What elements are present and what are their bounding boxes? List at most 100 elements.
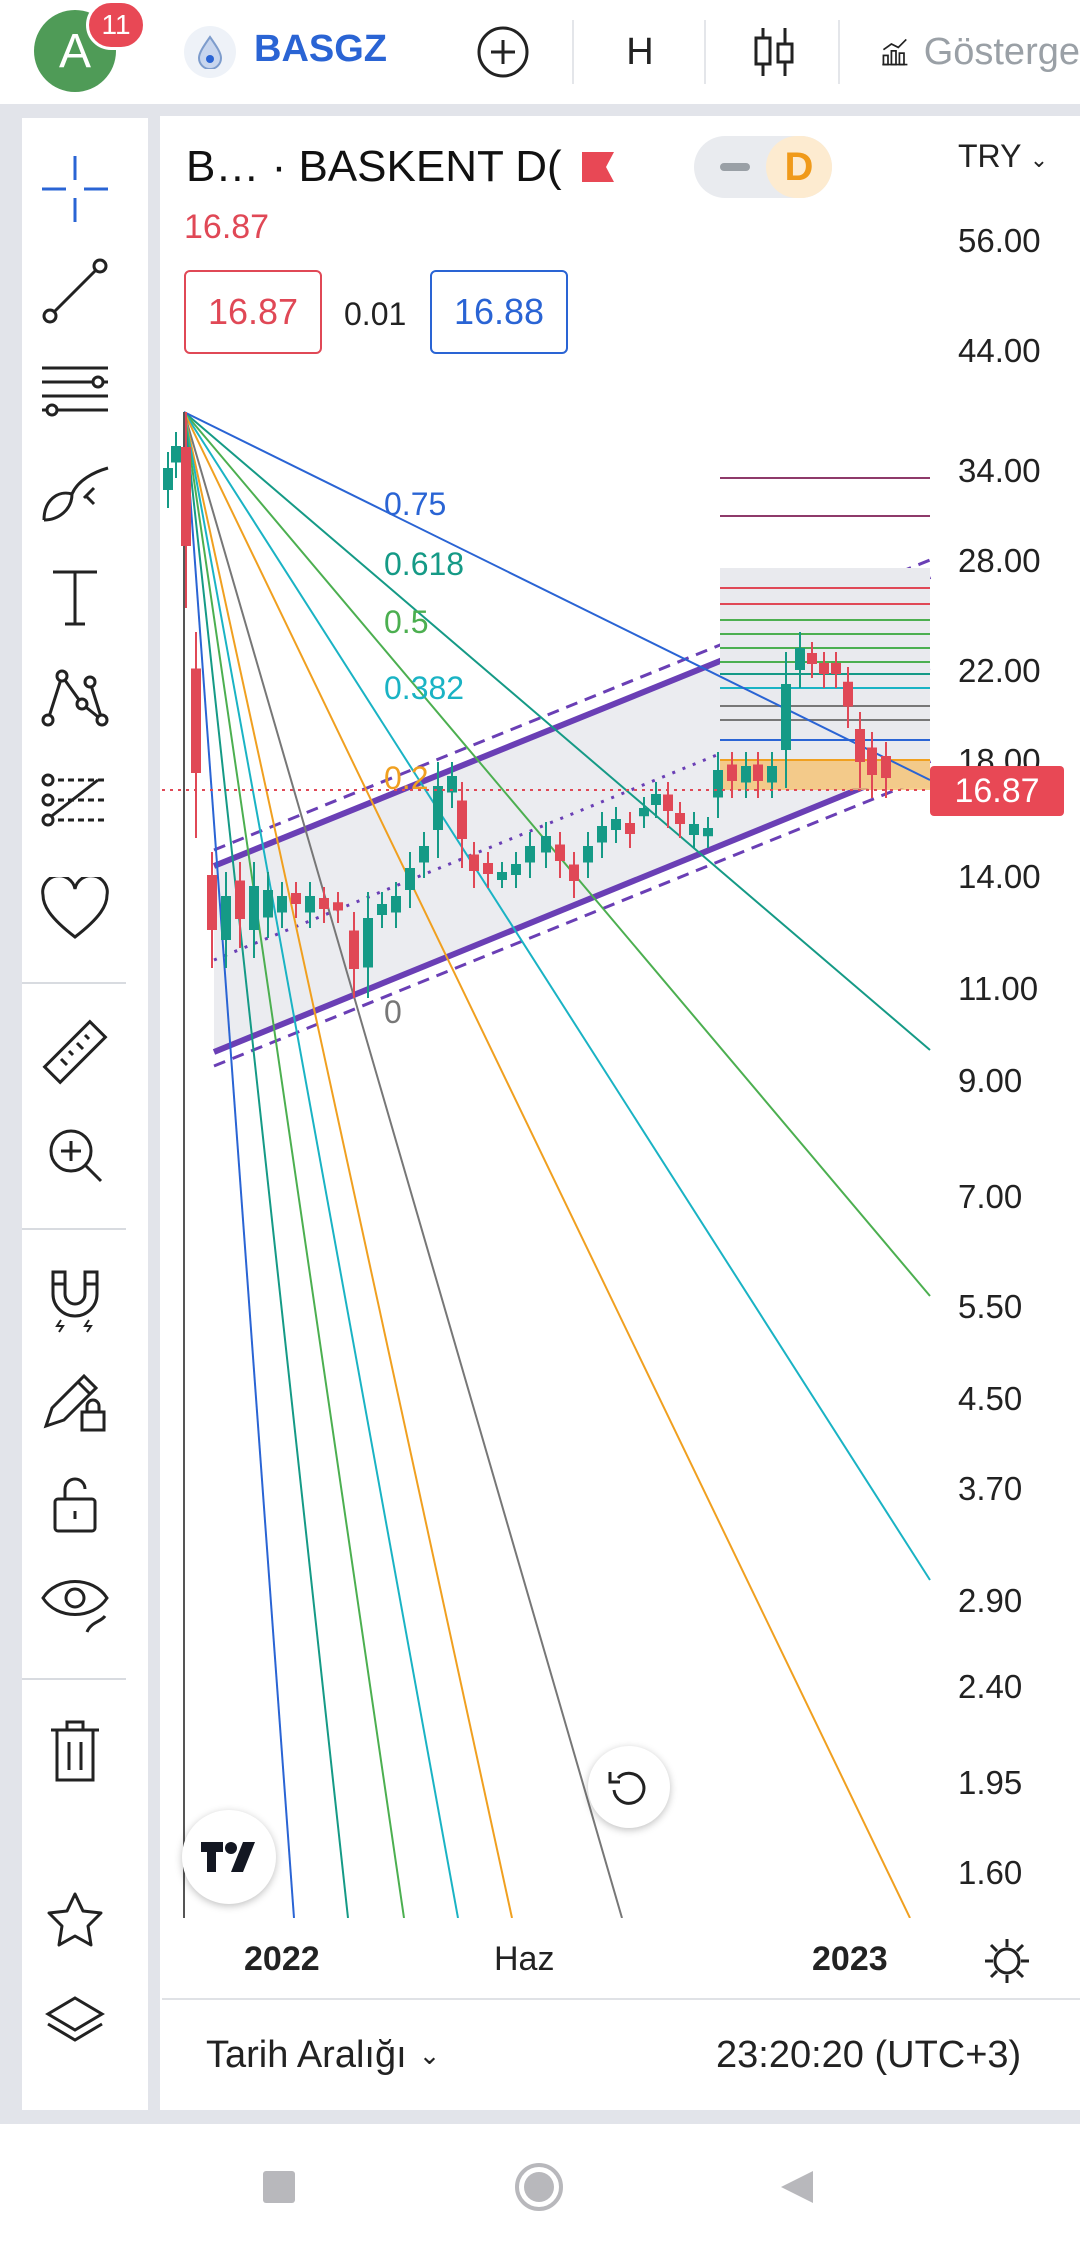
lock-tool[interactable]	[34, 1462, 116, 1544]
fib-tool[interactable]	[34, 352, 116, 434]
reset-chart-button[interactable]	[588, 1746, 670, 1828]
time-tick: 2023	[812, 1940, 888, 1978]
time-tick: Haz	[494, 1940, 555, 1978]
bottom-separator	[162, 1998, 1080, 2000]
crosshair-tool[interactable]	[34, 148, 116, 230]
candle-body	[727, 764, 737, 781]
spread-value: 0.01	[344, 296, 407, 332]
favorites-tool[interactable]	[34, 868, 116, 950]
fan-ray	[183, 411, 911, 1918]
add-symbol-button[interactable]	[470, 18, 536, 86]
pattern-icon	[41, 669, 109, 727]
candle-body	[447, 776, 457, 793]
candle-body	[819, 663, 829, 674]
candle-body	[419, 846, 429, 863]
fan-ray	[183, 411, 513, 1918]
candle-body	[191, 668, 201, 773]
recents-button[interactable]	[254, 2162, 304, 2212]
layers-tool[interactable]	[34, 1982, 116, 2064]
home-circle-icon	[515, 2163, 563, 2211]
indicators-label: Gösterge	[923, 30, 1080, 73]
fib-level-label: 0.2	[384, 760, 429, 796]
divider	[572, 20, 574, 84]
home-button[interactable]	[514, 2162, 564, 2212]
interval-button[interactable]: H	[612, 18, 668, 86]
price-tick: 7.00	[958, 1178, 1023, 1215]
candle-body	[363, 918, 373, 968]
price-tick: 14.00	[958, 858, 1041, 895]
brush-tool[interactable]	[34, 454, 116, 536]
legend-toggle[interactable]: D	[694, 136, 832, 198]
text-icon	[53, 570, 97, 626]
legend-title[interactable]: B… · BASKENT D(	[186, 142, 562, 191]
candle-body	[795, 648, 805, 670]
symbol-logo-icon[interactable]	[184, 26, 236, 78]
candle-body	[483, 863, 493, 874]
visibility-tool[interactable]	[34, 1564, 116, 1646]
currency-label: TRY	[958, 138, 1021, 174]
notification-badge: 11	[86, 0, 146, 50]
divider	[704, 20, 706, 84]
price-range[interactable]	[720, 477, 930, 790]
date-range-button[interactable]: Tarih Aralığı ⌄	[206, 2034, 440, 2077]
remove-drawings-tool[interactable]	[34, 1710, 116, 1792]
prediction-tool[interactable]	[34, 760, 116, 842]
candle-body	[843, 681, 853, 707]
top-toolbar: A 11 BASGZ H Gösterge	[0, 0, 1080, 104]
zoom-tool[interactable]	[34, 1114, 116, 1196]
currency-selector[interactable]: TRY ⌄	[958, 138, 1048, 175]
ruler-tool[interactable]	[34, 1012, 116, 1094]
candle-body	[713, 770, 723, 798]
candle-body	[525, 846, 535, 863]
tradingview-logo[interactable]	[182, 1810, 276, 1904]
chart-type-button[interactable]	[746, 18, 802, 86]
layers-icon	[45, 1996, 105, 2042]
symbol-name[interactable]: BASGZ	[254, 28, 387, 70]
sell-button[interactable]: 16.87	[184, 270, 322, 354]
chart-canvas[interactable]	[162, 118, 1080, 1918]
price-tick: 2.90	[958, 1582, 1023, 1619]
candle-body	[625, 823, 635, 834]
candle-body	[497, 872, 507, 880]
candle-body	[753, 764, 763, 781]
chevron-down-icon: ⌄	[1029, 147, 1049, 172]
fan-ray	[183, 411, 931, 781]
candles-icon	[754, 28, 794, 76]
magnet-tool[interactable]	[34, 1258, 116, 1340]
price-tick: 4.50	[958, 1380, 1023, 1417]
channel-dash-bottom	[213, 774, 931, 1068]
trend-line-tool[interactable]	[34, 250, 116, 332]
current-price-badge: 16.87	[930, 766, 1064, 816]
collapse-icon	[720, 163, 750, 171]
price-tick: 11.00	[958, 970, 1039, 1007]
chart-settings-icon[interactable]	[982, 1936, 1032, 1986]
fib-tools-icon	[42, 366, 108, 417]
back-button[interactable]	[772, 2162, 822, 2212]
candle-body	[349, 930, 359, 969]
fib-level-label: 0.75	[384, 486, 447, 522]
candle-body	[767, 766, 777, 783]
divider	[838, 20, 840, 84]
fan-ray	[183, 411, 623, 1918]
text-tool[interactable]	[34, 556, 116, 638]
watchlist-tool[interactable]	[34, 1880, 116, 1962]
price-tick: 56.00	[958, 222, 1041, 259]
reset-icon	[608, 1771, 646, 1805]
candle-body	[263, 890, 273, 918]
buy-button[interactable]: 16.88	[430, 270, 568, 354]
candle-body	[703, 828, 713, 837]
clock[interactable]: 23:20:20 (UTC+3)	[716, 2034, 1022, 2076]
indicators-button[interactable]: Gösterge	[880, 18, 1080, 86]
candle-body	[181, 447, 191, 546]
flag-icon[interactable]	[580, 150, 616, 184]
fib-level-label: 0.382	[384, 670, 465, 706]
trash-icon	[51, 1720, 99, 1782]
star-icon	[47, 1892, 103, 1947]
pattern-tool[interactable]	[34, 658, 116, 740]
price-tick: 2.40	[958, 1668, 1023, 1705]
draw-lock-tool[interactable]	[34, 1360, 116, 1442]
fan-ray	[183, 411, 931, 1581]
trend-line-icon	[42, 258, 108, 324]
price-tick: 1.95	[958, 1764, 1023, 1801]
unlock-icon	[53, 1477, 97, 1533]
